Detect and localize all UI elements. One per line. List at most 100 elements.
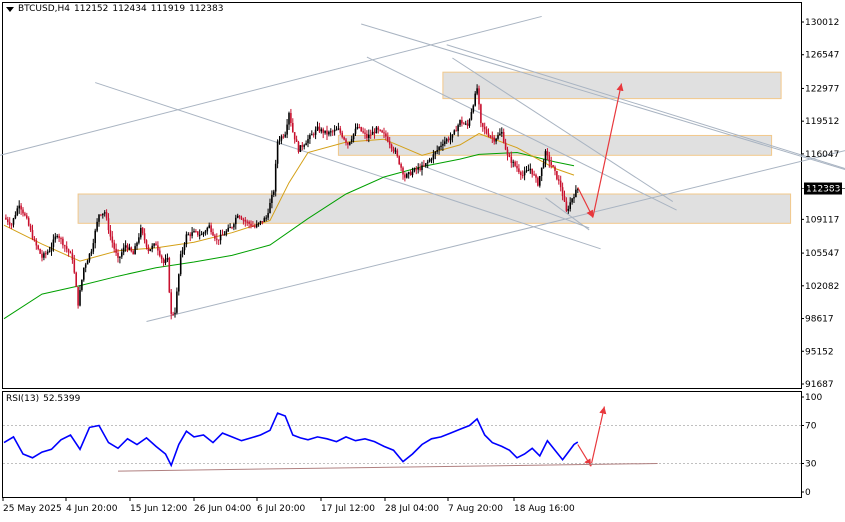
candle-body [438,147,440,150]
candle-body [199,235,201,236]
candle-body [220,235,222,241]
candle-body [15,215,17,218]
low-value: 111919 [151,4,185,14]
candle-body [193,231,195,232]
price-zone-1 [78,194,791,223]
candle-body [113,243,115,249]
candle-body [564,196,566,201]
candle-body [471,112,473,120]
candle-body [108,218,110,230]
candle-body [319,127,321,132]
candle-body [467,124,469,126]
candle-body [359,127,361,128]
candle-body [284,135,286,137]
candle-body [412,171,414,175]
candle-body [448,139,450,140]
candle-body [210,225,212,232]
candle-body [535,175,537,178]
candle-body [93,243,95,251]
candle-body [288,113,290,125]
candle-body [163,259,165,263]
candle-body [537,178,539,186]
candle-body [562,187,564,196]
candle-body [503,132,505,143]
time-tick-label: 15 Jun 12:00 [130,504,187,514]
candle-body [575,190,577,197]
candle-body [248,222,250,224]
candle-body [186,234,188,244]
candle-body [231,227,233,228]
candle [398,155,400,165]
high-value: 112434 [112,4,146,14]
candle-body [68,249,70,252]
candle-body [490,136,492,137]
candle-body [332,131,334,132]
candle-body [294,132,296,139]
candle-body [404,174,406,177]
candle-body [484,127,486,129]
candle-body [389,142,391,145]
candle-body [336,130,338,131]
candle-body [224,235,226,236]
candle-body [245,220,247,222]
candle [275,160,277,197]
candle-body [159,251,161,256]
rsi-tick-label: 100 [805,393,822,403]
candle-body [214,236,216,239]
symbol-menu-triangle-icon[interactable] [6,7,14,12]
candle-body [455,130,457,131]
candle-body [189,234,191,236]
candle-body [146,240,148,247]
candle-body [74,260,76,273]
candle-body [549,155,551,162]
candle-body [72,253,74,260]
candle-body [568,209,570,211]
candle-body [275,164,277,192]
candle-body [296,139,298,142]
rsi-tick-label: 30 [805,460,817,470]
candle-body [260,221,262,223]
candle-body [406,174,408,178]
candle-body [252,226,254,227]
candle [39,249,41,255]
candle-body [195,231,197,232]
candle [77,287,79,309]
candle-body [402,168,404,175]
candle-body [353,134,355,139]
candle-body [62,239,64,246]
candle-body [131,247,133,251]
candle-body [362,131,364,132]
candle-body [480,104,482,123]
candle-body [56,236,58,237]
candle-body [102,214,104,216]
candle-body [573,197,575,198]
candle-body [321,129,323,131]
candle-body [340,128,342,132]
close-value: 112383 [189,4,223,14]
candle-body [264,218,266,222]
candle-body [138,237,140,242]
candle-body [473,106,475,112]
rsi-tick-label: 0 [805,488,811,498]
candle-body [258,223,260,224]
candle-body [514,162,516,166]
price-tick-label: 119512 [805,117,839,127]
candle-body [153,244,155,246]
candle-body [96,222,98,231]
candle-body [558,179,560,180]
price-tick-label: 109117 [805,215,839,225]
candle-body [435,152,437,155]
candle-body [254,226,256,227]
rsi-header: RSI(13) 52.5399 [6,394,80,404]
candle-body [176,292,178,313]
candle-body [7,219,9,222]
candle-body [226,231,228,234]
candle-body [277,142,279,164]
candle-body [429,160,431,162]
candle-body [51,247,53,251]
price-tick-label: 126547 [805,51,839,61]
candle-body [423,165,425,166]
candle-body [165,260,167,263]
